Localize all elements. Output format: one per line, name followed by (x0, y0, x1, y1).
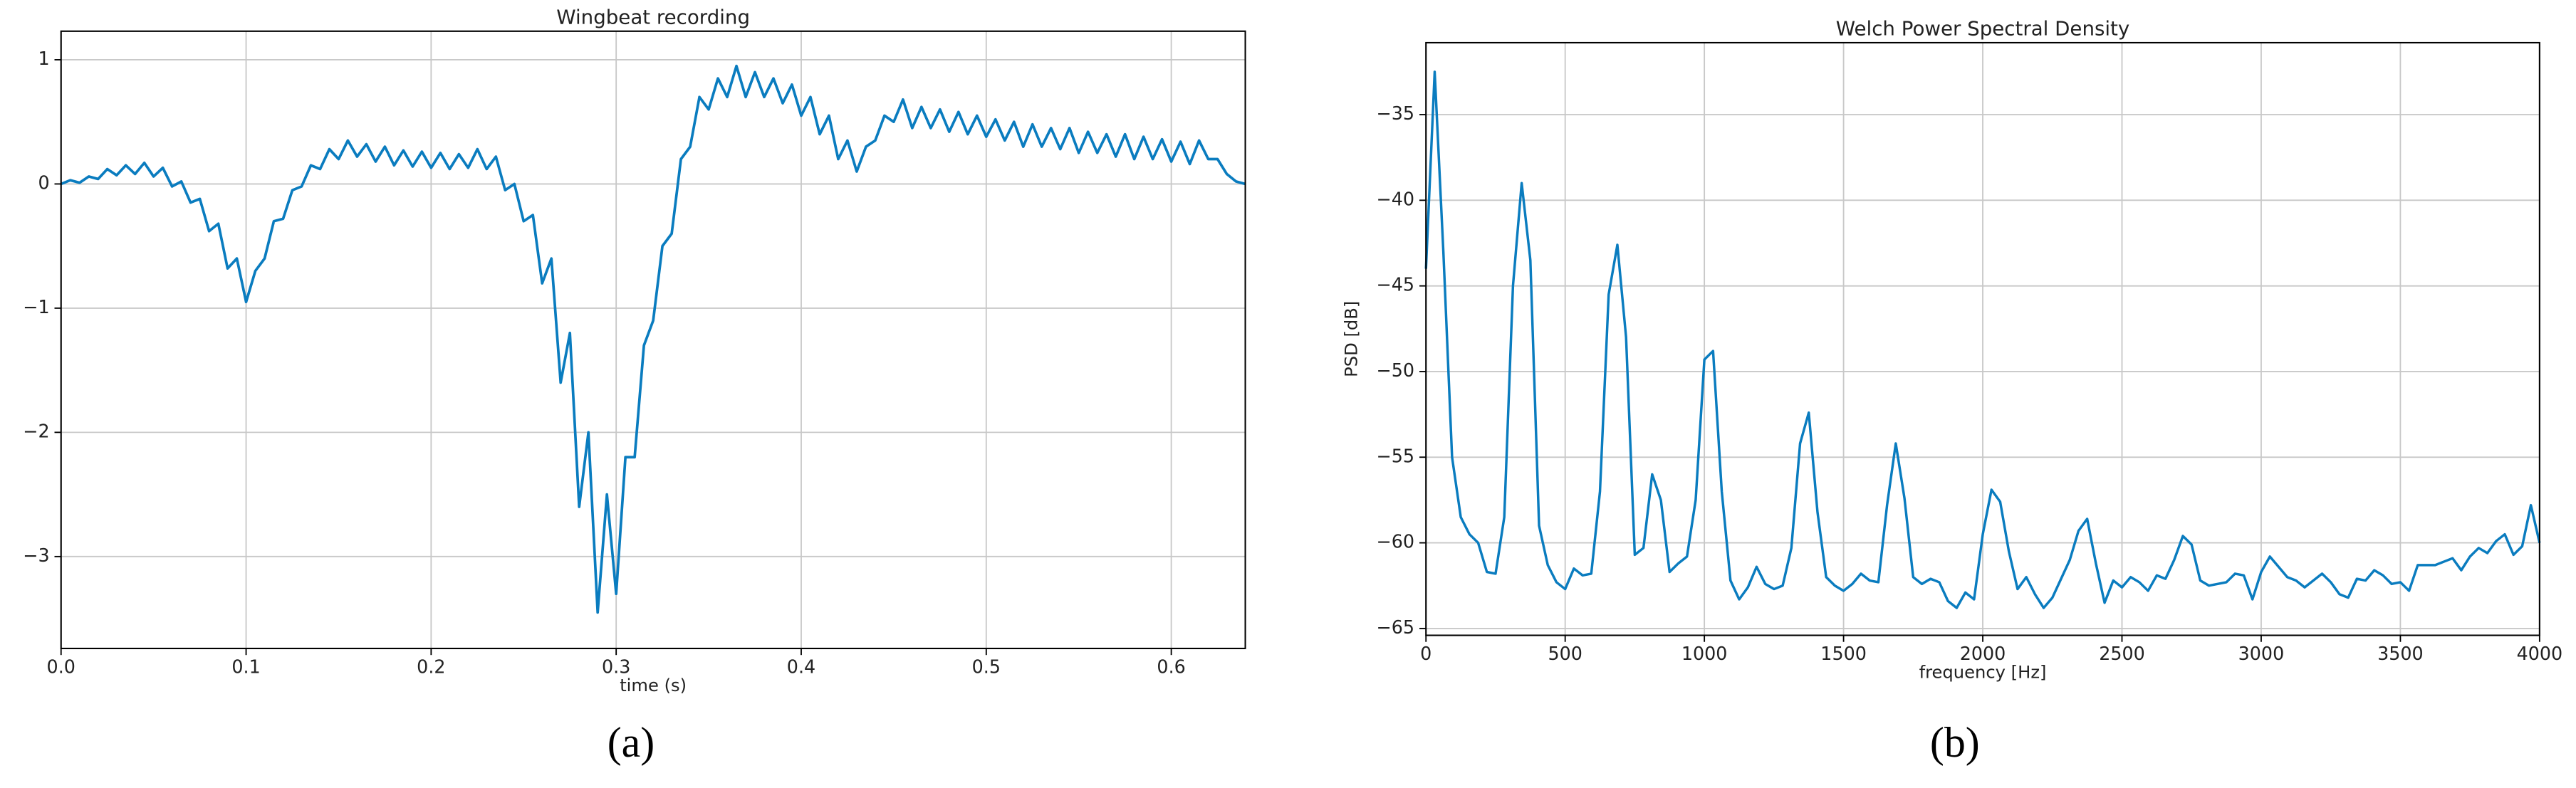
x-tick-label: 4000 (2517, 643, 2563, 664)
y-tick-label: −3 (23, 545, 49, 566)
x-tick-label: 1000 (1681, 643, 1728, 664)
y-tick-label: 1 (38, 48, 49, 69)
x-tick-label: 0.3 (602, 656, 630, 678)
x-tick-label: 0.2 (417, 656, 445, 678)
chart-title: Wingbeat recording (556, 5, 750, 28)
y-tick-label: −2 (23, 420, 49, 441)
x-tick-label: 0.5 (972, 656, 1001, 678)
x-tick-label: 500 (1548, 643, 1582, 664)
x-tick-label: 2500 (2099, 643, 2145, 664)
plot-frame (60, 30, 1246, 650)
x-tick-label: 0.0 (47, 656, 75, 678)
y-tick-label: 0 (38, 172, 49, 193)
y-axis-label: PSD [dB] (1341, 301, 1361, 377)
caption: (a) (608, 719, 655, 766)
y-tick-label: −60 (1377, 531, 1415, 552)
x-tick-label: 0 (1420, 643, 1432, 664)
x-tick-label: 0.4 (787, 656, 815, 678)
y-tick-label: −1 (23, 296, 49, 317)
y-tick-label: −50 (1377, 359, 1415, 381)
x-tick-label: 0.6 (1157, 656, 1185, 678)
data-line (61, 64, 1246, 614)
caption: (b) (1930, 719, 1980, 766)
x-tick-label: 2000 (1960, 643, 2006, 664)
x-tick-label: 3000 (2238, 643, 2285, 664)
x-tick-label: 0.1 (231, 656, 260, 678)
chart-title: Welch Power Spectral Density (1836, 17, 2129, 41)
x-axis-label: frequency [Hz] (1919, 663, 2047, 683)
y-tick-label: −65 (1377, 616, 1415, 638)
y-tick-label: −55 (1377, 445, 1415, 466)
x-tick-label: 1500 (1820, 643, 1867, 664)
y-tick-label: −45 (1377, 274, 1415, 295)
y-tick-label: −40 (1377, 188, 1415, 209)
y-tick-label: −35 (1377, 103, 1415, 124)
plot-frame (1425, 41, 2540, 636)
data-line (1424, 70, 2541, 609)
x-tick-label: 3500 (2377, 643, 2424, 664)
x-axis-label: time (s) (620, 676, 687, 695)
